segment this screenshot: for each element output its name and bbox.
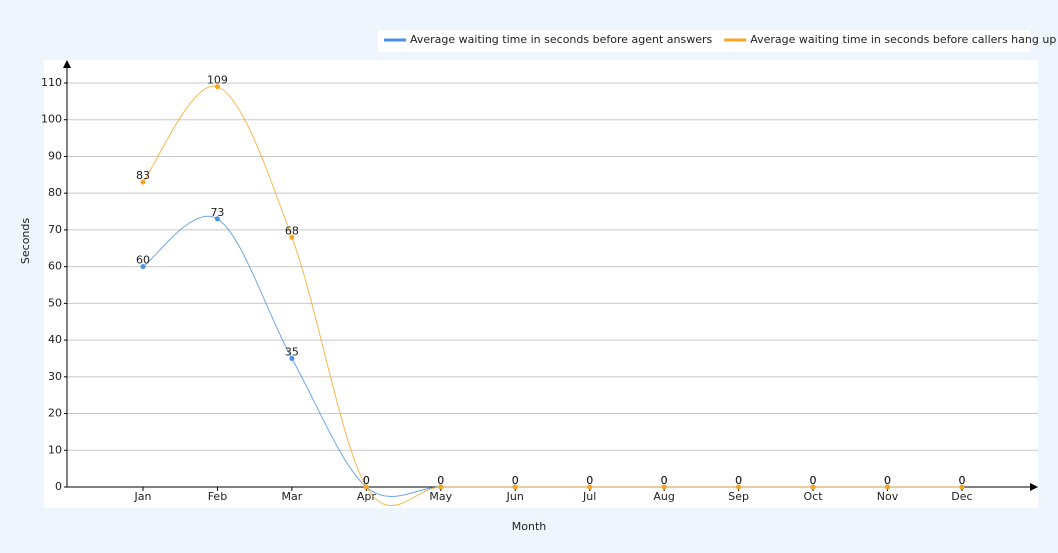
data-label: 0 [586, 474, 593, 487]
series-line [142, 85, 962, 506]
point [959, 484, 965, 490]
x-tick-label: Mar [282, 490, 303, 503]
data-label: 0 [884, 474, 891, 487]
point [587, 484, 593, 490]
point [810, 484, 816, 490]
y-tick-label: 10 [48, 443, 62, 456]
x-tick-label: Jun [506, 490, 524, 503]
point [512, 484, 518, 490]
x-tick-label: Aug [653, 490, 674, 503]
point [661, 484, 667, 490]
data-label: 60 [136, 254, 150, 267]
data-label: 0 [437, 474, 444, 487]
point [140, 179, 146, 185]
y-tick-label: 0 [55, 480, 62, 493]
y-tick-label: 110 [41, 76, 62, 89]
data-label: 0 [437, 474, 444, 487]
y-tick-label: 60 [48, 260, 62, 273]
data-label: 73 [210, 206, 224, 219]
point [214, 216, 220, 222]
x-tick-label: Nov [877, 490, 899, 503]
data-label: 0 [512, 474, 519, 487]
data-label: 35 [285, 345, 299, 358]
y-tick-label: 80 [48, 186, 62, 199]
y-tick-label: 50 [48, 296, 62, 309]
data-label: 68 [285, 224, 299, 237]
x-tick-label: Jul [582, 490, 596, 503]
point [736, 484, 742, 490]
y-tick-label: 40 [48, 333, 62, 346]
data-label: 0 [661, 474, 668, 487]
data-label: 109 [207, 74, 228, 87]
point [363, 484, 369, 490]
x-tick-label: Jan [134, 490, 152, 503]
data-label: 0 [958, 474, 965, 487]
plot-area [44, 60, 1038, 508]
data-label: 0 [735, 474, 742, 487]
data-label: 0 [512, 474, 519, 487]
x-tick-label: Apr [357, 490, 377, 503]
data-label: 0 [810, 474, 817, 487]
legend-box [378, 30, 1030, 52]
y-tick-label: 90 [48, 149, 62, 162]
x-tick-label: Dec [951, 490, 972, 503]
y-tick-label: 20 [48, 407, 62, 420]
y-tick-label: 100 [41, 113, 62, 126]
data-label: 0 [884, 474, 891, 487]
legend-label: Average waiting time in seconds before a… [410, 33, 713, 46]
y-tick-label: 30 [48, 370, 62, 383]
x-axis-title: Month [512, 520, 547, 533]
point [140, 264, 146, 270]
x-tick-label: Sep [728, 490, 749, 503]
point [438, 484, 444, 490]
point [289, 234, 295, 240]
x-tick-label: Oct [804, 490, 824, 503]
point [885, 484, 890, 490]
y-axis-title: Seconds [19, 218, 32, 264]
y-tick-label: 70 [48, 223, 62, 236]
data-label: 0 [586, 474, 593, 487]
x-tick-label: Feb [208, 490, 227, 503]
y-axis-arrow [63, 60, 71, 68]
point [289, 355, 295, 361]
data-label: 0 [661, 474, 668, 487]
data-label: 0 [363, 474, 370, 487]
x-axis-arrow [1030, 483, 1038, 491]
data-label: 0 [958, 474, 965, 487]
data-label: 0 [810, 474, 817, 487]
data-label: 0 [735, 474, 742, 487]
legend-label: Average waiting time in seconds before c… [750, 33, 1056, 46]
point [214, 84, 220, 90]
data-label: 0 [363, 474, 370, 487]
x-tick-label: May [429, 490, 452, 503]
data-label: 83 [136, 169, 150, 182]
